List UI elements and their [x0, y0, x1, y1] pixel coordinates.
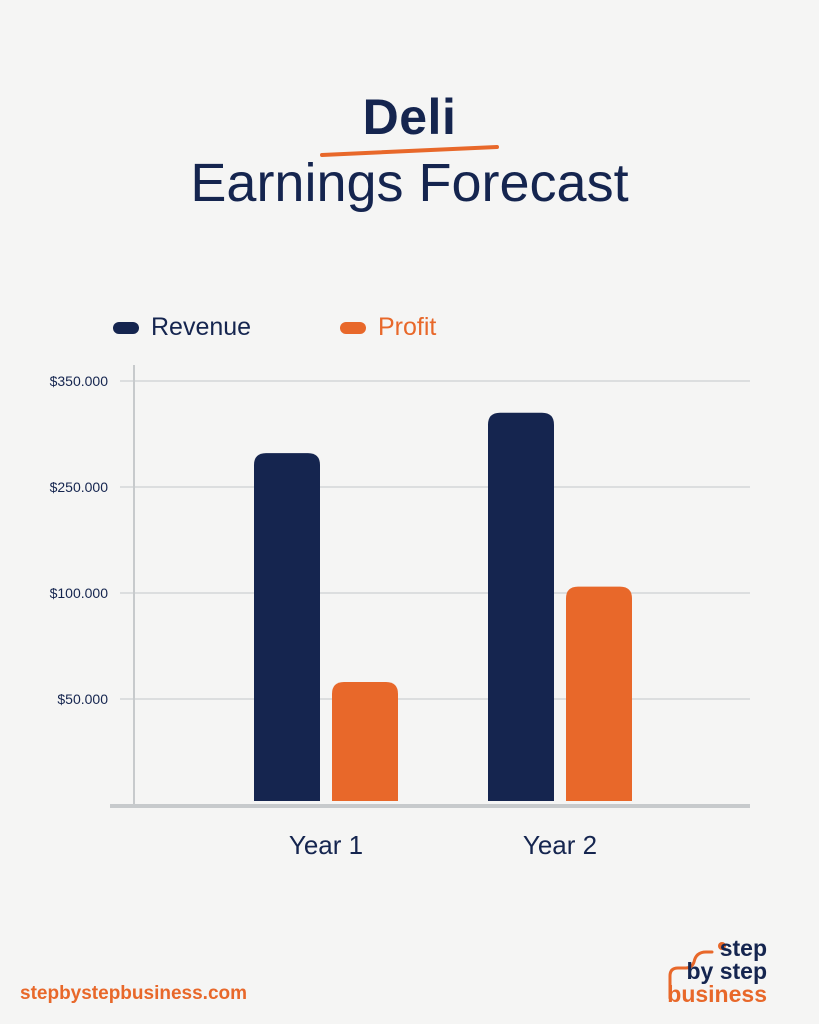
- bar-chart: $350.000 $250.000 $100.000 $50.000 Year 1 Yea…: [50, 365, 750, 860]
- footer-url[interactable]: stepbystepbusiness.com: [20, 983, 248, 1004]
- logo-text-step: step: [719, 935, 767, 961]
- bar-revenue-year-1: [254, 453, 320, 801]
- y-tick-label: $100.000: [50, 585, 109, 601]
- legend-swatch-revenue: [113, 321, 139, 334]
- y-tick-label: $250.000: [50, 479, 109, 495]
- y-tick-label: $350.000: [50, 373, 109, 389]
- legend-swatch-profit: [340, 321, 366, 334]
- legend-label-profit: Profit: [378, 313, 437, 341]
- logo-text-by-step: by step: [686, 958, 767, 984]
- title-underline: [320, 145, 499, 157]
- x-tick-label: Year 2: [523, 830, 597, 860]
- legend-item-revenue: Revenue: [113, 313, 251, 342]
- brand-logo: step by step business: [660, 936, 800, 1006]
- logo-text-business: business: [667, 981, 767, 1007]
- chart-subtitle: Earnings Forecast: [190, 153, 629, 213]
- bar-profit-year-2: [566, 586, 632, 801]
- logo-steps-icon: [668, 942, 726, 1000]
- x-tick-label: Year 1: [289, 830, 363, 860]
- legend-item-profit: Profit: [340, 313, 436, 342]
- legend-label-revenue: Revenue: [151, 313, 252, 341]
- bar-revenue-year-2: [488, 412, 554, 801]
- y-tick-label: $50.000: [57, 691, 108, 707]
- chart-title: Deli: [362, 89, 457, 145]
- bar-profit-year-1: [332, 682, 398, 801]
